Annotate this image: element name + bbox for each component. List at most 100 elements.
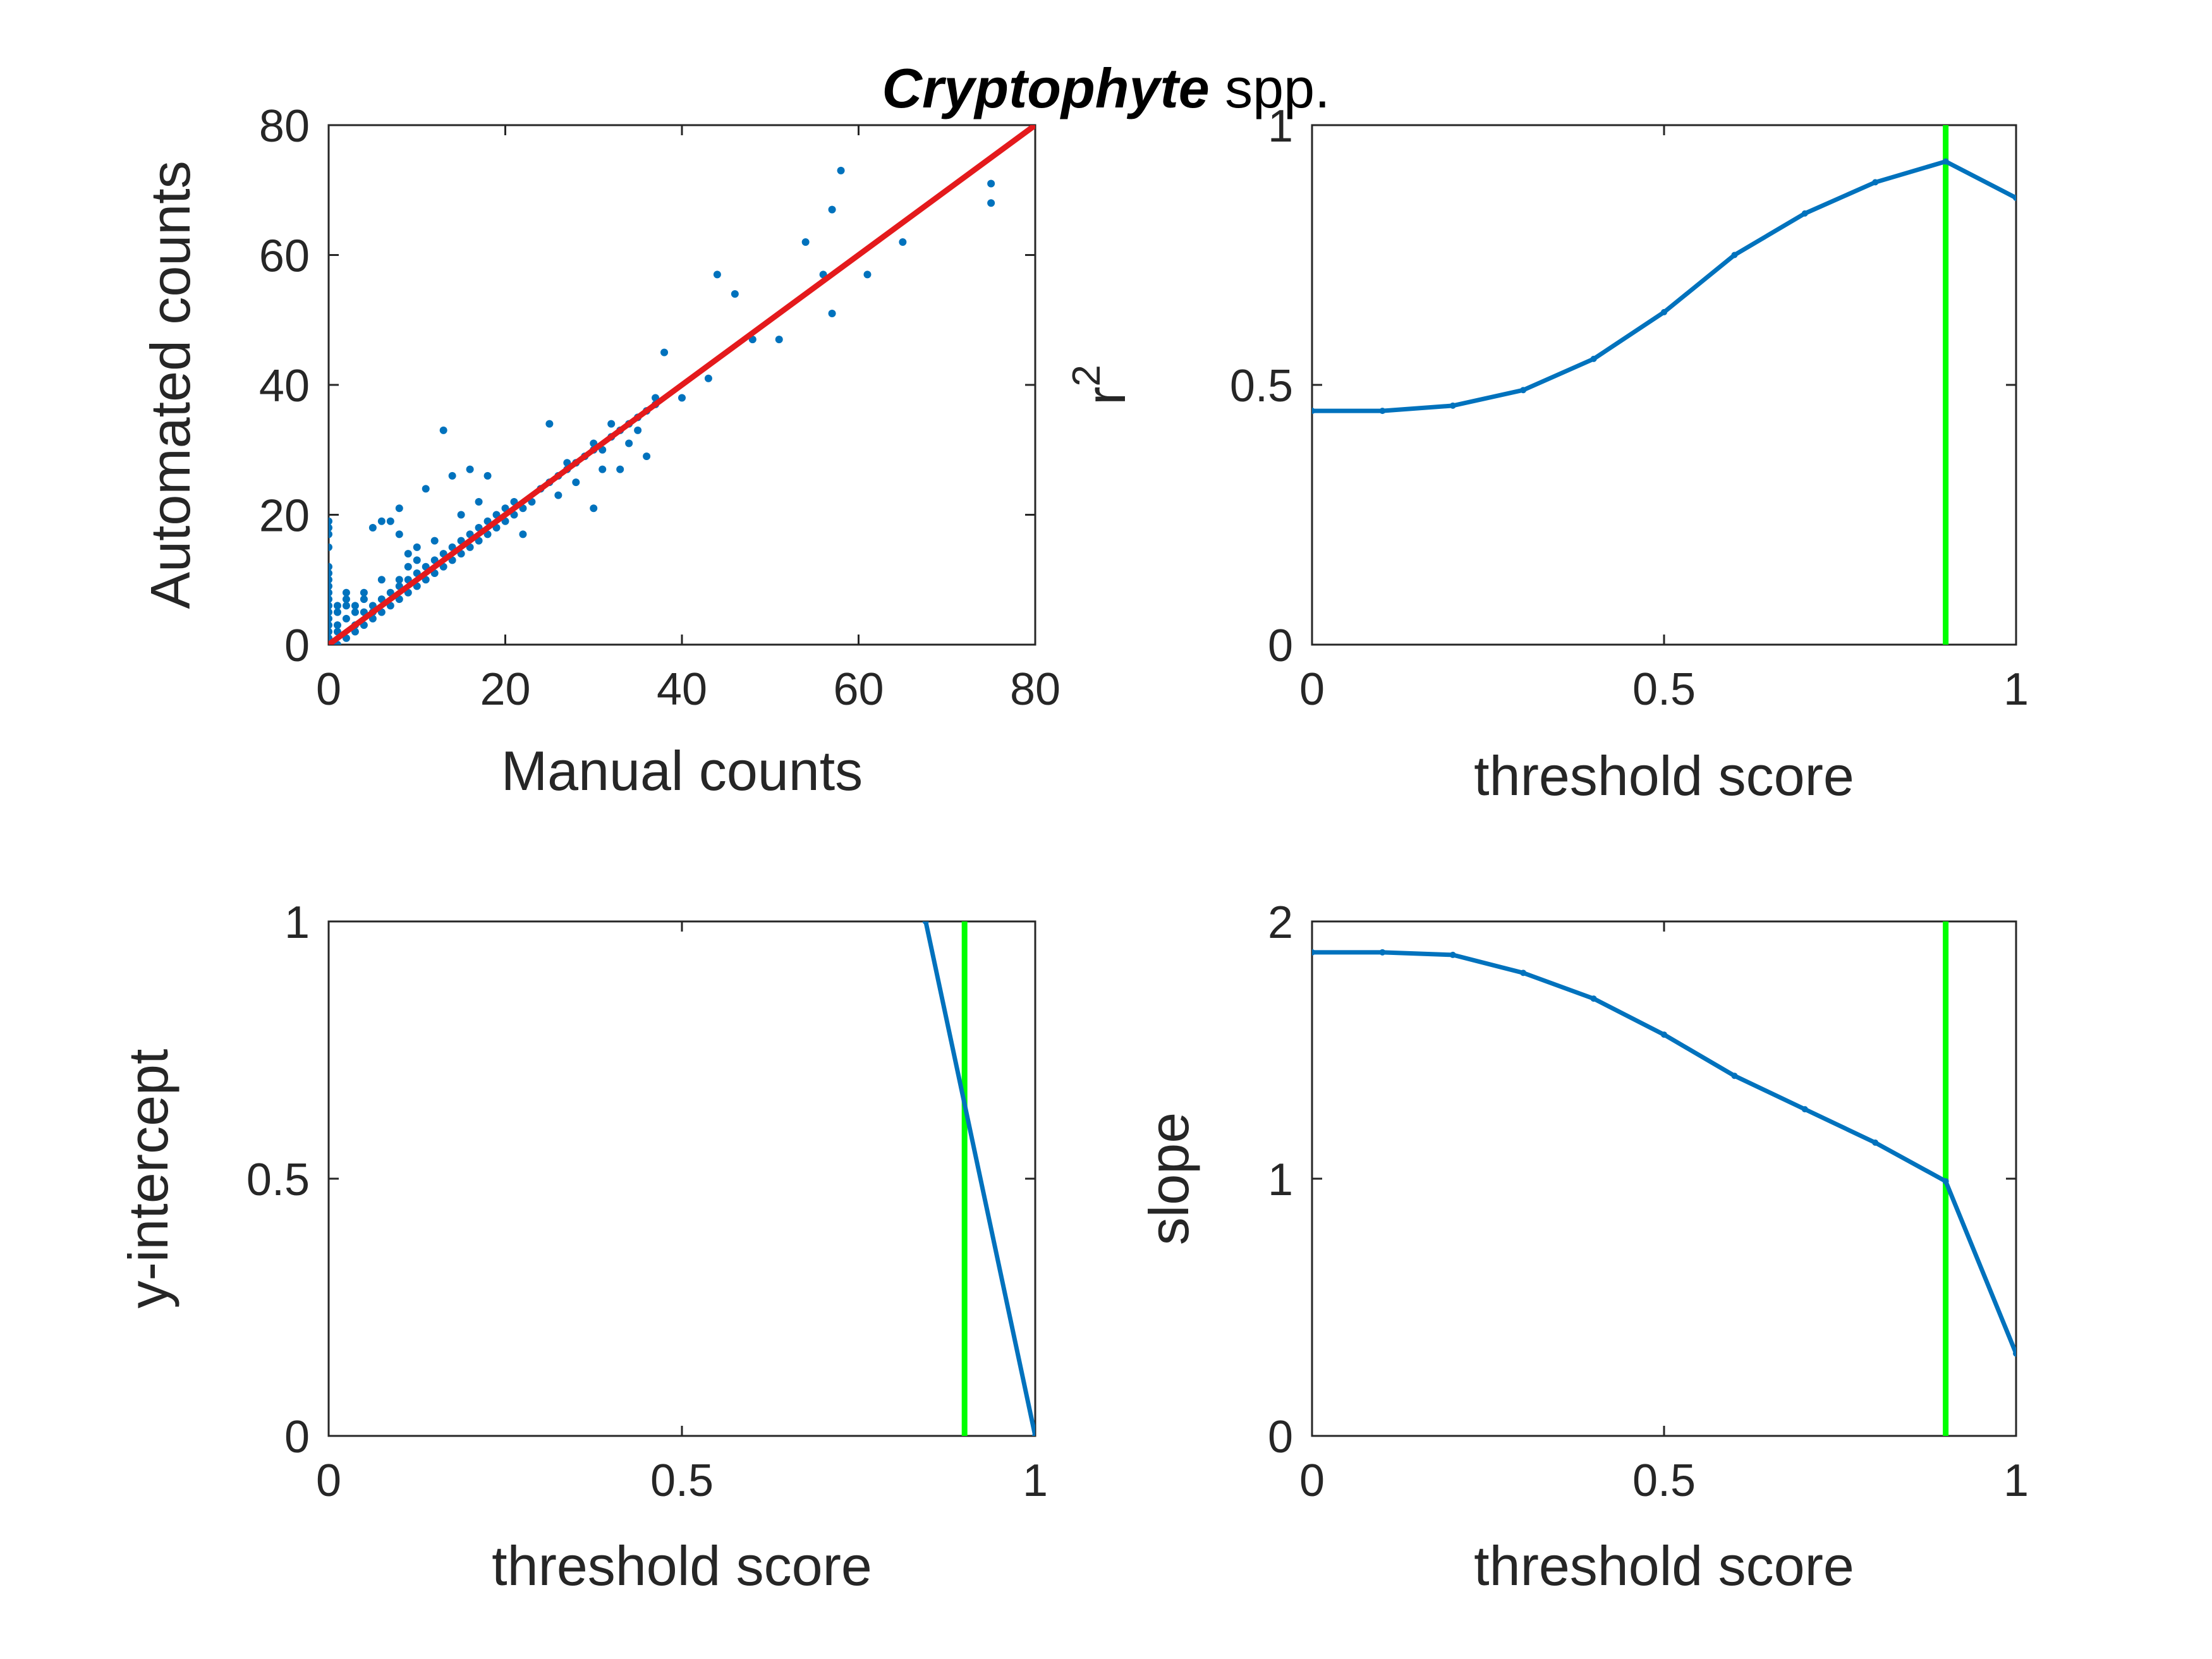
- scatter-point: [448, 471, 456, 480]
- scatter-point: [329, 530, 332, 538]
- scatter-point: [329, 602, 332, 610]
- series-point: [1520, 969, 1527, 976]
- series-point: [1661, 1031, 1667, 1038]
- scatter-point: [519, 530, 527, 538]
- y-tick-label: 1: [284, 897, 310, 948]
- scatter-point: [360, 595, 368, 604]
- scatter-point: [572, 478, 580, 487]
- scatter-point: [329, 524, 332, 532]
- x-tick-label: 0: [316, 1455, 341, 1506]
- plot-area-r2: [1312, 125, 2016, 645]
- x-tick-label: 0.5: [650, 1455, 714, 1506]
- series-line-intercept: [923, 921, 1035, 1436]
- subplot-slope: 0 0.5 1 0 1 2 threshold score slope: [1138, 897, 2029, 1597]
- y-tick-label: 0.5: [1230, 361, 1293, 411]
- y-tick-label: 60: [259, 231, 310, 282]
- y-tick-label: 80: [259, 101, 310, 152]
- scatter-point: [430, 537, 439, 545]
- y-tick-label: 1: [1268, 1155, 1293, 1205]
- series-point: [1590, 355, 1597, 362]
- scatter-point: [329, 543, 332, 551]
- scatter-point: [483, 471, 492, 480]
- series-point: [1731, 252, 1738, 258]
- scatter-point: [395, 504, 403, 513]
- subplot-scatter: 0 20 40 60 80 0 20 40 60 80 Manual counts Automated…: [139, 101, 1060, 802]
- scatter-point: [333, 608, 341, 616]
- scatter-point: [342, 595, 350, 604]
- scatter-point: [837, 166, 845, 174]
- scatter-point: [329, 576, 332, 584]
- scatter-point: [828, 205, 836, 214]
- series-point: [1449, 951, 1456, 958]
- scatter-point: [678, 394, 686, 402]
- scatter-point: [590, 504, 598, 513]
- series-point: [1379, 949, 1386, 956]
- y-tick-label: 20: [259, 491, 310, 542]
- figure-title-rest: spp.: [1210, 57, 1330, 119]
- scatter-point: [351, 608, 359, 616]
- y-axis-title: slope: [1138, 1112, 1200, 1245]
- scatter-point: [329, 628, 332, 636]
- x-tick-label: 20: [480, 664, 530, 715]
- scatter-point: [333, 602, 341, 610]
- series-point: [1872, 1139, 1879, 1146]
- figure-title-italic: Cryptophyte: [882, 57, 1209, 119]
- scatter-point: [395, 576, 403, 584]
- y-tick-label: 0.5: [246, 1155, 310, 1205]
- scatter-point: [554, 491, 562, 499]
- y-axis-title-superscript: 2: [1065, 365, 1109, 386]
- scatter-point: [404, 562, 412, 571]
- y-tick-label: 0: [284, 1412, 310, 1462]
- x-tick-label: 80: [1010, 664, 1060, 715]
- series-point: [922, 921, 929, 925]
- series-point: [1590, 995, 1597, 1002]
- scatter-point: [704, 374, 712, 382]
- plot-area-scatter: [329, 125, 1035, 645]
- scatter-point: [643, 453, 651, 461]
- scatter-point: [329, 517, 332, 525]
- y-tick-label: 1: [1268, 101, 1293, 152]
- y-tick-label: 0: [1268, 621, 1293, 671]
- y-tick-label: 0: [1268, 1412, 1293, 1462]
- series-point: [1449, 402, 1456, 409]
- scatter-point: [475, 497, 483, 506]
- x-tick-label: 1: [1023, 1455, 1048, 1506]
- series-point: [1872, 179, 1879, 186]
- scatter-point: [801, 238, 810, 246]
- scatter-point: [333, 621, 341, 629]
- scatter-point: [329, 608, 332, 616]
- scatter-point: [863, 270, 872, 279]
- series-point: [1801, 1106, 1808, 1113]
- scatter-point: [386, 517, 394, 525]
- subplot-r2: 0 0.5 1 0 0.5 1 threshold score r2: [1065, 101, 2029, 807]
- scatter-point: [828, 309, 836, 317]
- series-point: [2013, 1350, 2016, 1357]
- scatter-point: [625, 439, 633, 447]
- scatter-point: [616, 465, 624, 473]
- scatter-point: [329, 569, 332, 577]
- x-axis-title: threshold score: [1474, 744, 1854, 807]
- series-point: [1379, 408, 1386, 415]
- series-point: [2013, 195, 2016, 202]
- y-axis-title: r2: [1065, 365, 1137, 405]
- series-point: [1661, 308, 1667, 315]
- series-point: [1520, 387, 1527, 394]
- scatter-point: [731, 290, 739, 298]
- scatter-point: [457, 511, 465, 519]
- scatter-point: [466, 465, 474, 473]
- scatter-point: [329, 582, 332, 590]
- scatter-point: [395, 530, 403, 538]
- y-axis-title: y-intercept: [117, 1049, 179, 1309]
- plot-area-slope: [1312, 921, 2016, 1436]
- x-axis-title: Manual counts: [501, 739, 863, 802]
- scatter-point: [377, 517, 386, 525]
- scatter-point: [660, 348, 669, 356]
- scatter-point: [607, 420, 616, 428]
- x-axis-title: threshold score: [492, 1534, 872, 1597]
- y-tick-label: 40: [259, 361, 310, 411]
- x-tick-label: 0.5: [1632, 1455, 1696, 1506]
- scatter-point: [987, 199, 995, 207]
